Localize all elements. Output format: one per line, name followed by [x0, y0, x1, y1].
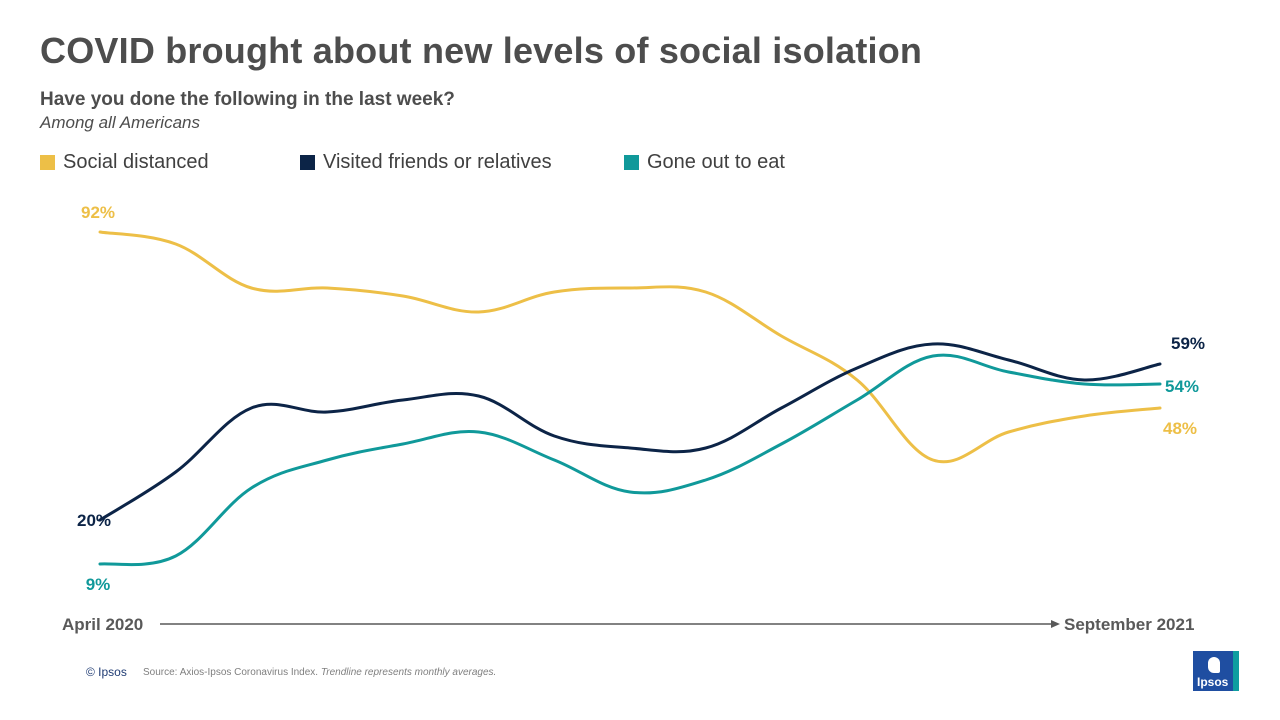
- start-label-visited: 20%: [77, 511, 111, 530]
- footer-source-text: Source: Axios-Ipsos Coronavirus Index.: [143, 667, 319, 678]
- start-label-social-distanced: 92%: [81, 203, 115, 222]
- time-axis-arrowhead: [1051, 620, 1060, 628]
- chart-title: COVID brought about new levels of social…: [40, 30, 923, 71]
- legend-item-visited: Visited friends or relatives: [300, 150, 552, 174]
- start-label-eat: 9%: [86, 575, 111, 594]
- axis-start-label: April 2020: [62, 615, 143, 634]
- legend-label-visited: Visited friends or relatives: [323, 150, 552, 173]
- end-label-eat: 54%: [1165, 377, 1199, 396]
- legend-swatch-visited: [300, 154, 315, 170]
- end-label-visited: 59%: [1171, 334, 1205, 353]
- logo-panel: Ipsos: [1193, 651, 1233, 691]
- chart-subtitle: Have you done the following in the last …: [40, 89, 455, 110]
- axis-end-label: September 2021: [1064, 615, 1194, 634]
- footer-source: Source: Axios-Ipsos Coronavirus Index. T…: [143, 667, 496, 678]
- footer-source-note: Trendline represents monthly averages.: [320, 667, 497, 678]
- logo-mark-icon: [1208, 657, 1220, 673]
- legend-item-eat: Gone out to eat: [624, 150, 785, 174]
- logo-text: Ipsos: [1197, 675, 1229, 689]
- legend-item-social-distanced: Social distanced: [40, 150, 209, 174]
- footer-copyright: © Ipsos: [86, 665, 127, 679]
- legend-swatch-eat: [624, 154, 639, 170]
- chart-subnote: Among all Americans: [40, 113, 200, 132]
- series-line-eat: [98, 353, 1162, 567]
- legend-swatch-social-distanced: [40, 154, 55, 170]
- ipsos-logo: Ipsos: [1193, 651, 1239, 691]
- series-line-social-distanced: [98, 230, 1162, 464]
- legend-label-social-distanced: Social distanced: [63, 150, 209, 173]
- legend-label-eat: Gone out to eat: [647, 150, 785, 173]
- end-label-social-distanced: 48%: [1163, 419, 1197, 438]
- series-line-visited: [98, 342, 1162, 522]
